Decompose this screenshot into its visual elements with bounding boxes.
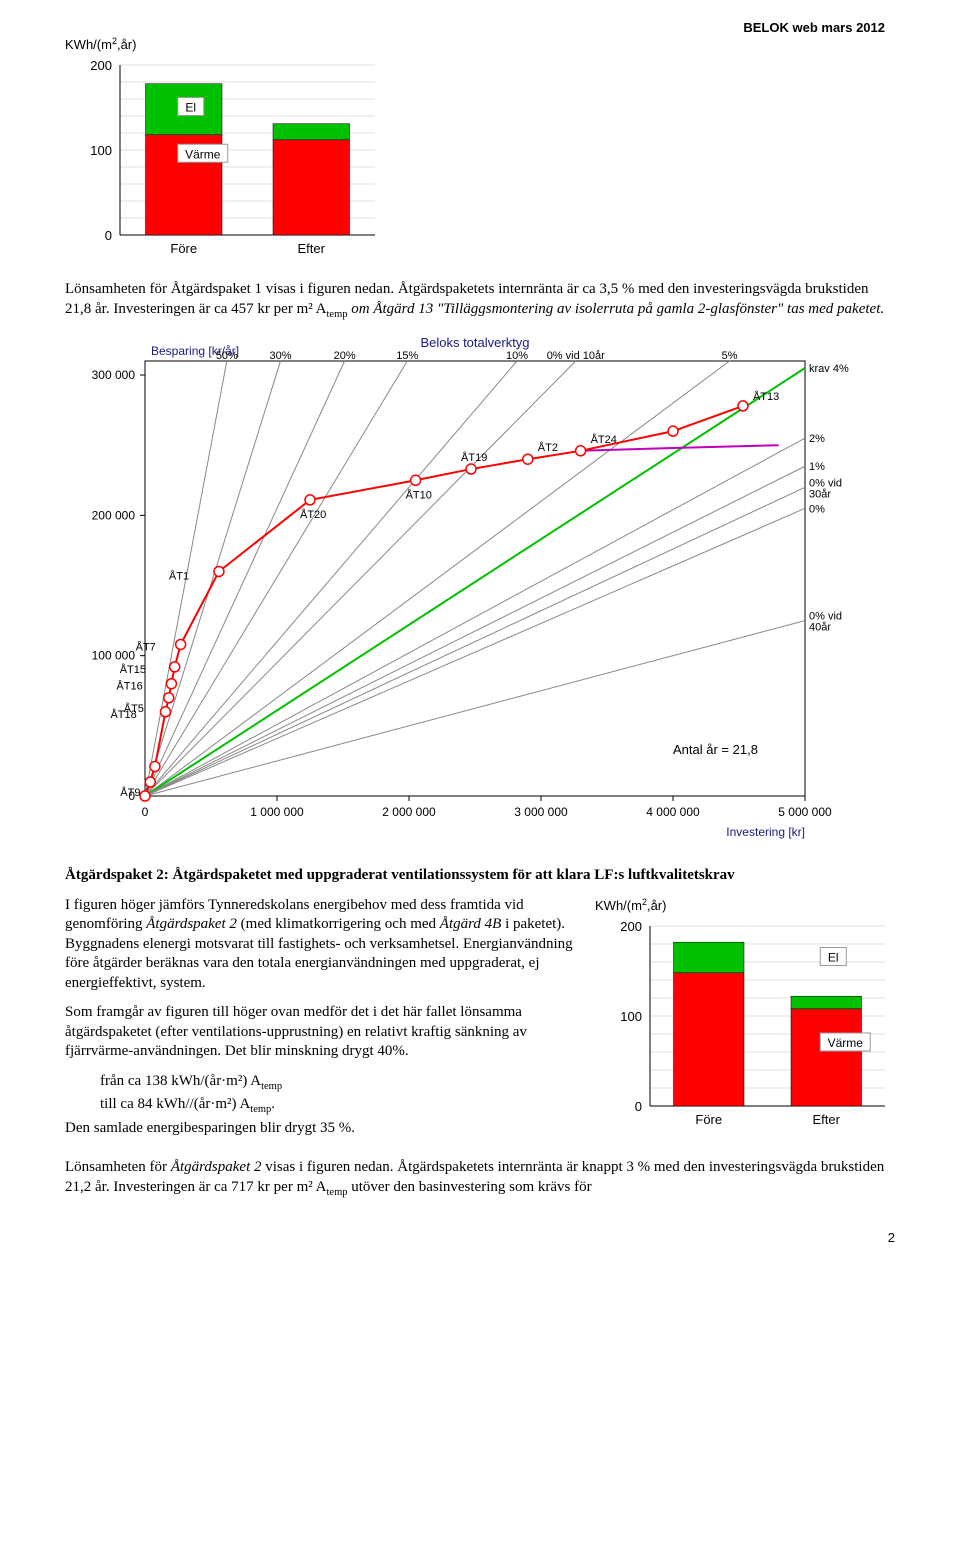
svg-text:1%: 1%: [809, 461, 825, 473]
svg-text:El: El: [828, 950, 839, 964]
sub-temp-4: temp: [327, 1187, 348, 1198]
svg-text:Antal år = 21,8: Antal år = 21,8: [673, 742, 758, 757]
svg-text:Före: Före: [170, 241, 197, 256]
svg-text:15%: 15%: [396, 350, 418, 362]
svg-text:KWh/(m2,år): KWh/(m2,år): [65, 36, 136, 52]
col-line-2: till ca 84 kWh//(år·m²) Atemp.: [100, 1095, 575, 1117]
svg-text:Investering [kr]: Investering [kr]: [726, 825, 805, 839]
svg-text:ÅT16: ÅT16: [116, 680, 142, 693]
page: BELOK web mars 2012 KWh/(m2,år)0100200Fö…: [65, 0, 895, 1275]
svg-text:40år: 40år: [809, 622, 831, 634]
col-line-2b: .: [271, 1096, 275, 1112]
svg-text:Efter: Efter: [813, 1112, 841, 1127]
svg-text:Före: Före: [695, 1112, 722, 1127]
svg-text:KWh/(m2,år): KWh/(m2,år): [595, 897, 666, 913]
barchart-2: KWh/(m2,år) 0 100 200 Före Efter El Värme: [595, 896, 895, 1136]
barchart-2-wrap: KWh/(m2,år) 0 100 200 Före Efter El Värme: [595, 896, 895, 1141]
heading-2: Åtgärdspaket 2: Åtgärdspaketet med uppgr…: [65, 866, 895, 886]
col-para-1: I figuren höger jämförs Tynneredskolans …: [65, 896, 575, 994]
svg-text:1 000 000: 1 000 000: [250, 805, 304, 819]
svg-text:ÅT10: ÅT10: [406, 488, 432, 501]
svg-text:ÅT24: ÅT24: [591, 433, 617, 446]
svg-text:50%: 50%: [216, 350, 238, 362]
svg-text:2 000 000: 2 000 000: [382, 805, 436, 819]
svg-text:ÅT15: ÅT15: [120, 663, 146, 676]
page-number: 2: [65, 1230, 895, 1245]
svg-text:10%: 10%: [506, 350, 528, 362]
doc-header: BELOK web mars 2012: [65, 20, 895, 35]
sub-temp-1: temp: [327, 309, 348, 320]
svg-text:Efter: Efter: [298, 241, 326, 256]
col-line-3: Den samlade energibesparingen blir drygt…: [65, 1119, 575, 1139]
col-text: I figuren höger jämförs Tynneredskolans …: [65, 896, 575, 1149]
svg-text:0: 0: [635, 1099, 642, 1114]
svg-text:0%: 0%: [809, 503, 825, 515]
svg-text:ÅT7: ÅT7: [136, 641, 156, 654]
svg-text:ÅT9: ÅT9: [120, 786, 140, 799]
sub-temp-3: temp: [250, 1104, 271, 1115]
svg-text:3 000 000: 3 000 000: [514, 805, 568, 819]
svg-text:ÅT20: ÅT20: [300, 508, 326, 521]
svg-text:4 000 000: 4 000 000: [646, 805, 700, 819]
fan-chart-wrap: Beloks totalverktygBesparing [kr/år]Inve…: [65, 331, 895, 856]
svg-text:30%: 30%: [269, 350, 291, 362]
svg-text:ÅT19: ÅT19: [461, 451, 487, 464]
svg-text:ÅT1: ÅT1: [169, 570, 189, 583]
svg-text:200: 200: [620, 919, 642, 934]
svg-text:100: 100: [90, 143, 112, 158]
col-line-1: från ca 138 kWh/(år·m²) Atemp: [100, 1072, 575, 1094]
para-last-b: utöver den basinvestering som krävs för: [348, 1179, 592, 1195]
svg-text:20%: 20%: [334, 350, 356, 362]
two-col-section: I figuren höger jämförs Tynneredskolans …: [65, 896, 895, 1149]
col-line-1a: från ca 138 kWh/(år·m²) A: [100, 1073, 261, 1089]
svg-text:200: 200: [90, 58, 112, 73]
svg-text:300 000: 300 000: [92, 368, 136, 382]
svg-text:ÅT2: ÅT2: [538, 441, 558, 454]
svg-text:Beloks totalverktyg: Beloks totalverktyg: [420, 335, 529, 350]
barchart-1-wrap: KWh/(m2,år) 0 100 200 Före Efter El Värme: [65, 35, 895, 270]
svg-text:100 000: 100 000: [92, 649, 136, 663]
svg-text:0% vid 10år: 0% vid 10år: [547, 350, 605, 362]
para-intro: Lönsamheten för Åtgärdspaket 1 visas i f…: [65, 280, 895, 321]
para-last: Lönsamheten för Åtgärdspaket 2 visas i f…: [65, 1158, 895, 1199]
sub-temp-2: temp: [261, 1081, 282, 1092]
svg-text:30år: 30år: [809, 488, 831, 500]
svg-text:Värme: Värme: [185, 147, 221, 161]
col-line-2a: till ca 84 kWh//(år·m²) A: [100, 1096, 250, 1112]
svg-text:2%: 2%: [809, 433, 825, 445]
svg-text:0: 0: [142, 805, 149, 819]
svg-text:0: 0: [105, 228, 112, 243]
svg-text:5%: 5%: [722, 350, 738, 362]
para-intro-b: om Åtgärd 13 "Tilläggsmontering av isole…: [348, 301, 885, 317]
svg-text:Värme: Värme: [828, 1036, 864, 1050]
svg-text:krav 4%: krav 4%: [809, 363, 849, 375]
col-para-2: Som framgår av figuren till höger ovan m…: [65, 1003, 575, 1062]
svg-text:ÅT5: ÅT5: [124, 702, 144, 715]
svg-text:200 000: 200 000: [92, 508, 136, 522]
svg-text:100: 100: [620, 1009, 642, 1024]
svg-text:5 000 000: 5 000 000: [778, 805, 832, 819]
svg-text:ÅT13: ÅT13: [753, 390, 779, 403]
barchart-1: KWh/(m2,år) 0 100 200 Före Efter El Värme: [65, 35, 385, 265]
fan-chart: Beloks totalverktygBesparing [kr/år]Inve…: [65, 331, 885, 851]
col-para-1-pre: I figuren höger jämförs Tynneredskolans …: [65, 897, 573, 991]
svg-text:El: El: [185, 101, 196, 115]
